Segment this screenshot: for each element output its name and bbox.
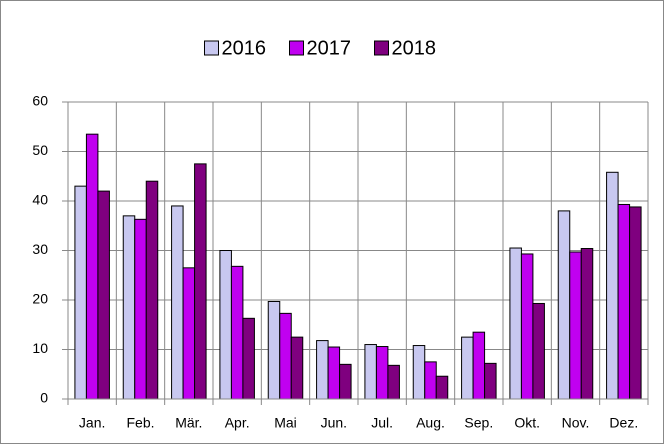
legend-swatch xyxy=(374,40,389,56)
bar xyxy=(194,163,207,400)
y-tick-label: 40 xyxy=(32,192,48,208)
bar xyxy=(532,302,545,400)
bar xyxy=(145,180,159,400)
bar xyxy=(267,300,281,400)
legend-swatch xyxy=(204,40,219,56)
bar xyxy=(171,205,184,400)
x-tick-label: Nov. xyxy=(562,415,590,431)
x-tick-label: Mai xyxy=(274,415,297,431)
x-tick-label: Jun. xyxy=(321,415,347,431)
y-tick-label: 50 xyxy=(32,142,48,158)
bar xyxy=(339,363,352,400)
y-tick-label: 30 xyxy=(32,241,48,257)
bar xyxy=(472,331,486,400)
legend-swatch xyxy=(289,40,304,56)
x-tick-label: Jan. xyxy=(79,415,105,431)
y-tick-label: 20 xyxy=(32,291,48,307)
bar xyxy=(617,203,631,400)
bar xyxy=(290,336,304,400)
x-tick-label: Aug. xyxy=(416,415,445,431)
y-tick-label: 10 xyxy=(32,340,48,356)
legend-label: 2017 xyxy=(307,37,352,59)
x-tick-label: Okt. xyxy=(514,415,540,431)
bar xyxy=(461,336,474,400)
bar xyxy=(74,185,87,400)
bar xyxy=(580,248,594,400)
bar xyxy=(279,312,292,400)
bar xyxy=(327,346,341,400)
bar xyxy=(629,206,642,400)
x-tick-label: Dez. xyxy=(609,415,638,431)
x-tick-label: Sep. xyxy=(464,415,493,431)
x-tick-label: Mär. xyxy=(175,415,202,431)
bar xyxy=(387,364,400,400)
bar xyxy=(412,345,426,400)
bar xyxy=(557,210,571,400)
legend-label: 2016 xyxy=(222,37,267,59)
bar xyxy=(569,251,582,400)
bar xyxy=(435,375,449,400)
bar xyxy=(424,361,437,400)
legend-label: 2018 xyxy=(392,37,437,59)
bar xyxy=(242,317,255,400)
bar xyxy=(509,247,522,400)
bar xyxy=(97,190,110,400)
bar xyxy=(375,346,389,400)
bar xyxy=(219,250,232,400)
bar xyxy=(520,253,534,400)
x-tick-label: Apr. xyxy=(225,415,250,431)
bar xyxy=(364,344,377,400)
y-tick-label: 0 xyxy=(40,390,48,406)
bar xyxy=(85,133,99,400)
bar xyxy=(134,218,147,400)
bar xyxy=(122,215,136,400)
bar xyxy=(182,267,196,400)
y-tick-label: 60 xyxy=(32,93,48,109)
x-tick-label: Jul. xyxy=(371,415,393,431)
x-tick-label: Feb. xyxy=(126,415,154,431)
bar xyxy=(230,265,244,400)
bar xyxy=(484,362,497,400)
bar xyxy=(316,340,329,400)
bar xyxy=(606,171,619,400)
